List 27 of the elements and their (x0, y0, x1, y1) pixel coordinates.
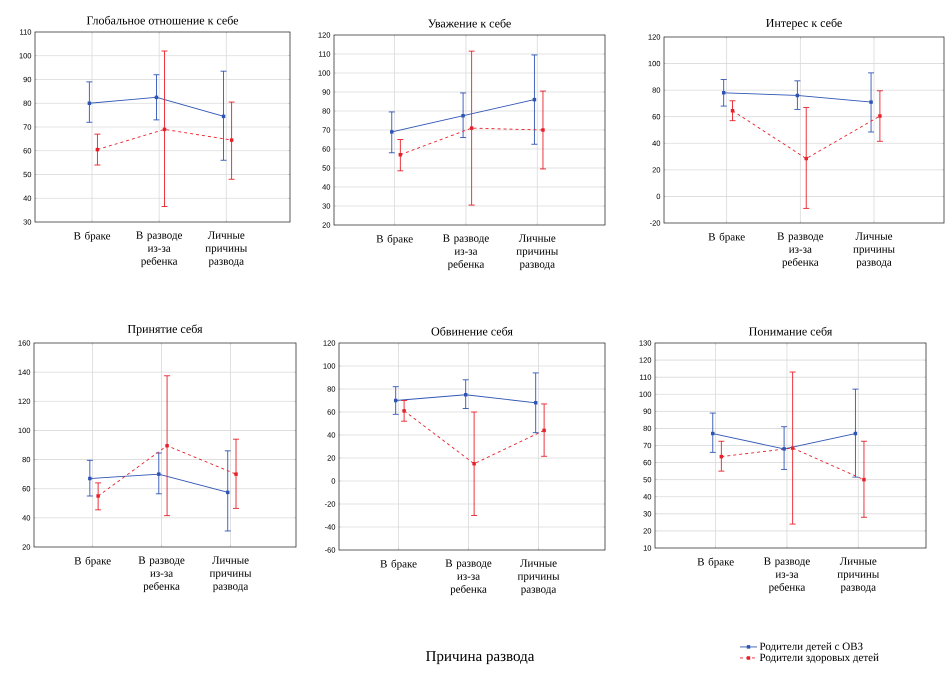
x-tick-label: В браке (74, 232, 110, 242)
x-tick-label: В разводе из-за ребенка (446, 560, 492, 596)
x-tick-label: В разводе из-за ребенка (777, 232, 824, 268)
x-tick-label: В разводе из-за ребенка (136, 232, 182, 268)
x-tick-label: Личные причины развода (516, 234, 558, 270)
x-tick-label: В браке (708, 232, 745, 243)
legend-label: Родители здоровых детей (760, 653, 879, 664)
chart-title: Принятие себя (128, 324, 202, 336)
x-axis-title: Причина развода (426, 651, 534, 664)
legend-label: Родители детей с ОВЗ (760, 642, 863, 652)
chart-title: Понимание себя (749, 326, 832, 336)
x-tick-label: В браке (380, 560, 417, 570)
x-tick-label: В разводе из-за ребенка (138, 556, 184, 592)
x-tick-label: Личные причины развода (518, 560, 560, 596)
x-tick-label: Личные причины развода (837, 558, 879, 594)
chart-title: Интерес к себе (766, 18, 842, 30)
x-tick-label: В браке (697, 558, 734, 568)
x-tick-label: В разводе из-за ребенка (764, 558, 810, 594)
chart-title: Глобальное отношение к себе (86, 16, 238, 24)
x-tick-label: Личные причины развода (210, 556, 252, 592)
chart-title: Уважение к себе (428, 18, 511, 28)
x-tick-label: В разводе из-за ребенка (443, 234, 489, 270)
x-tick-label: В браке (376, 234, 413, 245)
x-tick-label: Личные причины развода (853, 232, 895, 268)
x-tick-label: Личные причины развода (205, 232, 247, 268)
chart-title: Обвинение себя (432, 326, 513, 336)
x-tick-label: В браке (74, 556, 111, 567)
